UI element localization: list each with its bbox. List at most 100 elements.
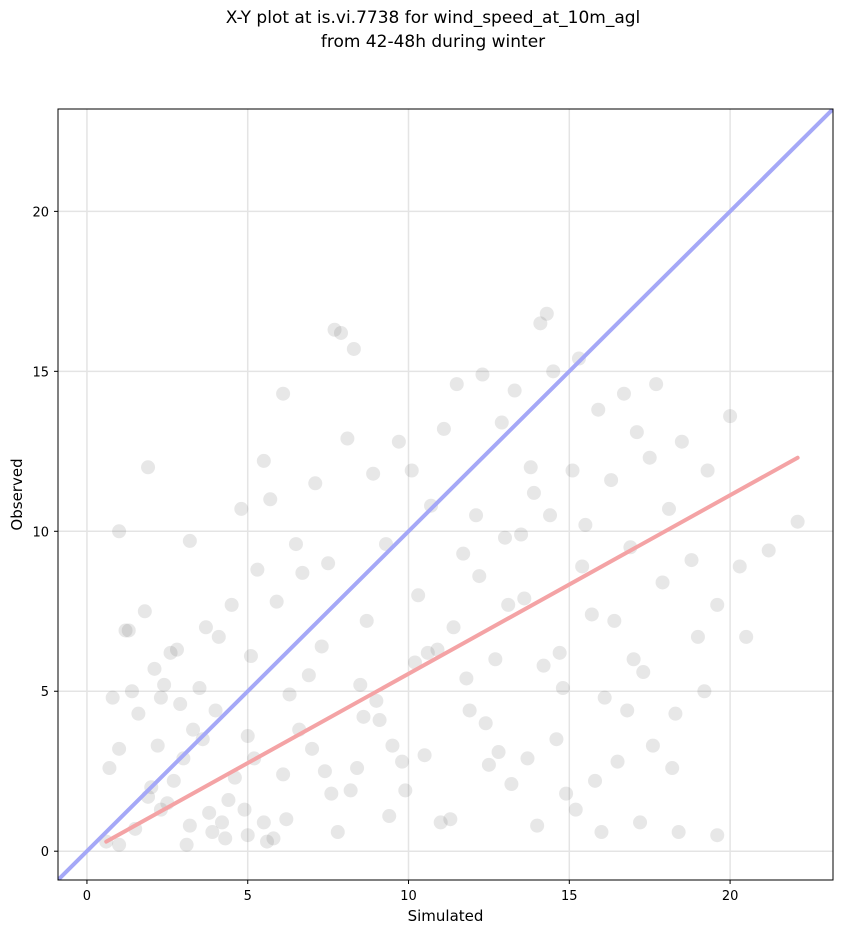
- data-point: [633, 815, 648, 830]
- data-point: [346, 341, 361, 356]
- data-point: [124, 684, 139, 699]
- data-point: [279, 812, 294, 827]
- data-point: [173, 697, 188, 712]
- data-point: [112, 524, 127, 539]
- data-point: [710, 828, 725, 843]
- data-point: [610, 754, 625, 769]
- axis-ticks: 0 5 10 15 20 0 5 10 15 20: [32, 205, 738, 904]
- grid-lines: [58, 109, 833, 880]
- data-point: [260, 834, 275, 849]
- data-point: [549, 732, 564, 747]
- data-point: [112, 741, 127, 756]
- data-point: [382, 809, 397, 824]
- data-point: [626, 652, 641, 667]
- data-point: [218, 831, 233, 846]
- data-point: [571, 351, 586, 366]
- data-point: [295, 565, 310, 580]
- data-point: [668, 706, 683, 721]
- data-point: [211, 629, 226, 644]
- data-point: [478, 716, 493, 731]
- data-point: [424, 498, 439, 513]
- data-point: [655, 575, 670, 590]
- data-point: [543, 508, 558, 523]
- data-point: [462, 703, 477, 718]
- data-point: [472, 569, 487, 584]
- data-point: [333, 325, 348, 340]
- data-point: [250, 562, 265, 577]
- data-point: [221, 793, 236, 808]
- data-point: [449, 377, 464, 392]
- data-point: [700, 463, 715, 478]
- data-point: [276, 386, 291, 401]
- data-point: [301, 668, 316, 683]
- plot-area-frame: [57, 108, 834, 881]
- data-point: [517, 591, 532, 606]
- data-point: [649, 377, 664, 392]
- data-point: [163, 645, 178, 660]
- data-point: [366, 466, 381, 481]
- data-point: [504, 777, 519, 792]
- data-point: [604, 473, 619, 488]
- data-point: [723, 409, 738, 424]
- data-point: [195, 732, 210, 747]
- x-tick-label-0: 0: [83, 889, 91, 904]
- data-point: [404, 463, 419, 478]
- data-point: [263, 492, 278, 507]
- data-point: [559, 786, 574, 801]
- data-point: [157, 677, 172, 692]
- data-point: [102, 761, 117, 776]
- data-point: [276, 767, 291, 782]
- data-point: [395, 754, 410, 769]
- data-point: [575, 559, 590, 574]
- data-point: [350, 761, 365, 776]
- data-point: [208, 703, 223, 718]
- data-point: [288, 537, 303, 552]
- y-tick-label-3: 15: [32, 365, 49, 380]
- data-point: [690, 629, 705, 644]
- data-point: [436, 421, 451, 436]
- data-point: [256, 453, 271, 468]
- data-point: [321, 556, 336, 571]
- scatter-points: [99, 306, 805, 852]
- data-point: [497, 530, 512, 545]
- data-point: [166, 773, 181, 788]
- data-point: [179, 837, 194, 852]
- data-point: [481, 757, 496, 772]
- data-point: [369, 693, 384, 708]
- regression-fit-line: [104, 455, 800, 844]
- data-point: [359, 613, 374, 628]
- data-point: [514, 527, 529, 542]
- data-point: [182, 533, 197, 548]
- data-point: [475, 367, 490, 382]
- data-point: [645, 738, 660, 753]
- data-point: [282, 687, 297, 702]
- data-point: [469, 508, 484, 523]
- data-point: [215, 815, 230, 830]
- data-point: [147, 661, 162, 676]
- data-point: [433, 815, 448, 830]
- data-point: [591, 402, 606, 417]
- data-point: [305, 741, 320, 756]
- data-point: [761, 543, 776, 558]
- x-tick-label-2: 10: [400, 889, 417, 904]
- data-point: [317, 764, 332, 779]
- data-point: [533, 316, 548, 331]
- data-point: [523, 460, 538, 475]
- data-point: [430, 642, 445, 657]
- data-point: [192, 681, 207, 696]
- data-point: [234, 501, 249, 516]
- data-point: [330, 825, 345, 840]
- data-point: [417, 748, 432, 763]
- data-point: [697, 684, 712, 699]
- data-point: [594, 825, 609, 840]
- data-point: [105, 690, 120, 705]
- data-point: [186, 722, 201, 737]
- data-point: [385, 738, 400, 753]
- y-tick-label-1: 5: [41, 685, 49, 700]
- data-point: [182, 818, 197, 833]
- data-point: [202, 805, 217, 820]
- data-point: [308, 476, 323, 491]
- data-point: [407, 655, 422, 670]
